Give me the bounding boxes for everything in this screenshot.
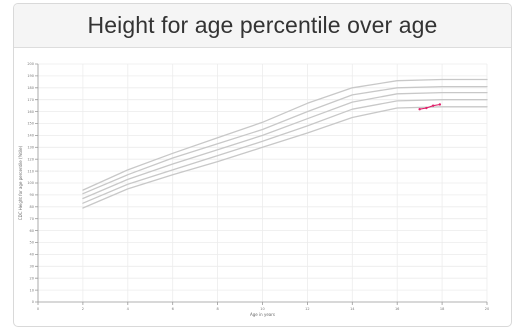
y-tick-label: 200 [27, 62, 34, 66]
y-tick-label: 150 [27, 122, 34, 126]
y-tick-label: 190 [27, 74, 34, 78]
patient-data-point[interactable] [418, 108, 421, 111]
x-tick-label: 8 [216, 307, 218, 311]
height-for-age-chart: 0 2 4 6 8 10 12 14 16 18 2001020304050607080901001… [18, 62, 489, 317]
y-tick-label: 170 [27, 98, 34, 102]
percentile-series-line [82, 78, 488, 191]
y-tick-label: 100 [27, 181, 34, 185]
y-tick-label: 30 [30, 265, 34, 269]
y-tick-label: 90 [30, 193, 34, 197]
patient-series-line [419, 103, 441, 110]
y-tick-label: 70 [30, 217, 34, 221]
y-tick-label: 120 [27, 157, 34, 161]
tick-layer: 0 2 4 6 8 10 12 14 16 18 2001020304050607080901001… [27, 62, 489, 311]
y-tick-label: 20 [30, 276, 34, 280]
y-tick-label: 40 [30, 253, 34, 257]
patient-data-point[interactable] [431, 104, 435, 107]
x-tick-label: 10 [260, 307, 264, 311]
panel-title: Height for age percentile over age [87, 12, 438, 38]
y-tick-label: 180 [27, 86, 34, 90]
x-tick-label: 14 [350, 307, 355, 311]
chart-panel: Height for age percentile over age 0 2 4 6 8… [13, 3, 512, 327]
panel-heading: Height for age percentile over age [14, 4, 511, 48]
patient-data-point[interactable] [438, 103, 442, 106]
y-tick-label: 0 [32, 300, 34, 304]
percentile-series-line [82, 106, 488, 209]
y-tick-label: 10 [30, 288, 34, 292]
y-axis-label: CDC Height for age percentile (%tile) [18, 145, 23, 220]
chart-area: 0 2 4 6 8 10 12 14 16 18 20 0 10 20 30 40 50 60 70 80 90 100 1… [14, 48, 511, 326]
x-tick-label: 16 [395, 307, 399, 311]
y-tick-label: 60 [30, 229, 34, 233]
x-tick-label: 6 [172, 307, 174, 311]
percentile-series-line [82, 99, 488, 204]
x-tick-label: 0 [37, 307, 39, 311]
percentile-series-line [82, 85, 488, 195]
series-layer [82, 78, 488, 209]
y-tick-label: 140 [27, 134, 34, 138]
x-axis-label: Age in years [250, 312, 275, 317]
y-tick-label: 110 [27, 169, 34, 173]
x-tick-label: 4 [127, 307, 130, 311]
y-tick-label: 80 [30, 205, 34, 209]
x-tick-label: 18 [440, 307, 444, 311]
y-tick-label: 50 [30, 241, 34, 245]
x-tick-label: 12 [305, 307, 309, 311]
y-tick-label: 160 [27, 110, 34, 114]
x-tick-label: 2 [82, 307, 84, 311]
x-tick-label: 20 [485, 307, 489, 311]
percentile-series-line [82, 91, 488, 200]
patient-data-point[interactable] [425, 106, 428, 110]
y-tick-label: 130 [27, 146, 34, 150]
